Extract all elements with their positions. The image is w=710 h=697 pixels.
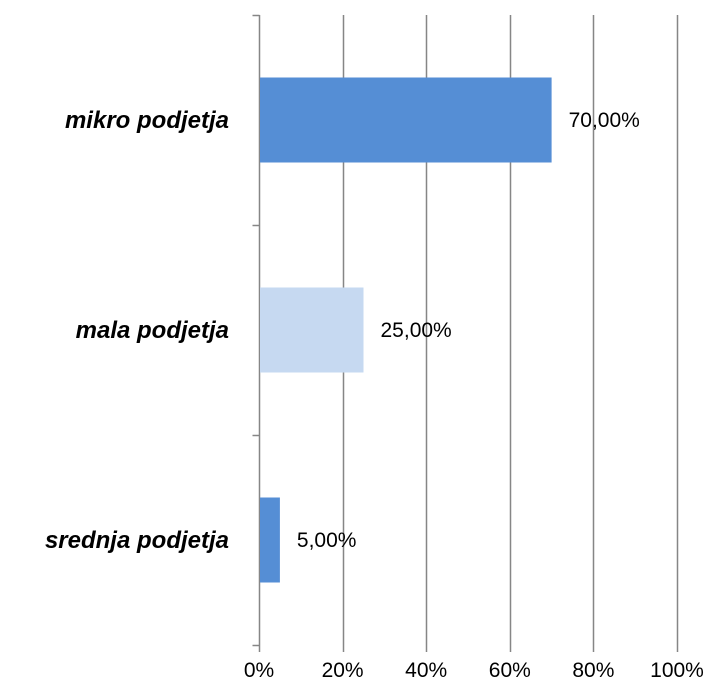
category-label-2: srednja podjetja — [45, 527, 229, 554]
category-label-0: mikro podjetja — [65, 107, 229, 134]
x-tick-label: 0% — [244, 659, 274, 682]
category-label-1: mala podjetja — [76, 317, 229, 344]
x-tick-label: 60% — [489, 659, 531, 682]
labels: 0% 20% 40% 60% 80% 100% 70,00% mikro podjetja 25… — [45, 107, 704, 682]
x-tick-label: 80% — [572, 659, 614, 682]
x-tick-label: 40% — [405, 659, 447, 682]
bar-2 — [260, 497, 280, 583]
data-label-0: 70,00% — [569, 109, 640, 132]
bar-0 — [260, 77, 552, 163]
x-tick-label: 100% — [650, 659, 704, 682]
axes — [252, 14, 679, 652]
bars — [260, 77, 552, 583]
data-label-1: 25,00% — [381, 319, 452, 342]
data-label-2: 5,00% — [297, 529, 357, 552]
x-tick-label: 20% — [322, 659, 364, 682]
bar-1 — [260, 287, 364, 373]
